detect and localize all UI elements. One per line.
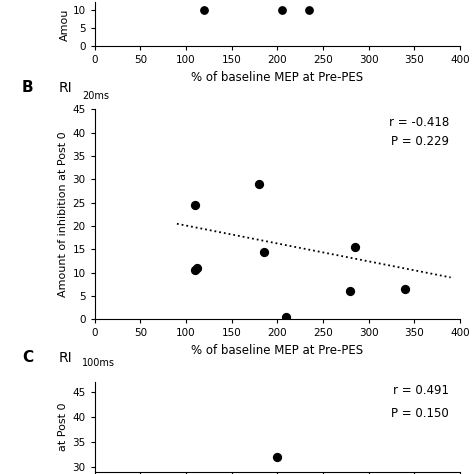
Text: RI: RI <box>58 351 72 365</box>
Text: 20ms: 20ms <box>82 91 109 101</box>
Point <box>401 285 409 293</box>
Text: RI: RI <box>58 81 72 95</box>
Text: C: C <box>22 349 33 365</box>
Point <box>273 453 281 461</box>
Text: P = 0.150: P = 0.150 <box>391 407 449 420</box>
Point <box>305 6 313 14</box>
Text: 100ms: 100ms <box>82 358 115 368</box>
X-axis label: % of baseline MEP at Pre-PES: % of baseline MEP at Pre-PES <box>191 344 364 357</box>
Text: r = -0.418: r = -0.418 <box>389 116 449 129</box>
Text: r = 0.491: r = 0.491 <box>393 384 449 397</box>
Point <box>260 248 267 255</box>
Point <box>201 6 208 14</box>
Point <box>346 288 354 295</box>
Point <box>278 6 286 14</box>
Text: P = 0.229: P = 0.229 <box>391 135 449 147</box>
Y-axis label: at Post 0: at Post 0 <box>58 403 68 451</box>
Y-axis label: Amou: Amou <box>60 8 70 41</box>
Point <box>283 313 290 321</box>
Text: B: B <box>22 80 34 95</box>
Point <box>351 243 359 251</box>
Point <box>191 267 199 274</box>
Point <box>193 264 201 272</box>
Point <box>191 201 199 209</box>
X-axis label: % of baseline MEP at Pre-PES: % of baseline MEP at Pre-PES <box>191 71 364 84</box>
Y-axis label: Amount of inhibition at Post 0: Amount of inhibition at Post 0 <box>58 132 68 297</box>
Point <box>255 180 263 188</box>
